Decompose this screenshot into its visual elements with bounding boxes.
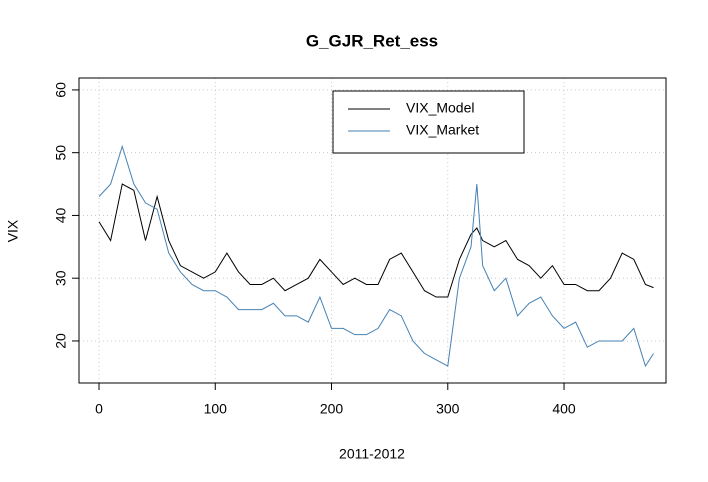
legend-label: VIX_Market <box>406 122 479 138</box>
x-tick-label: 400 <box>552 401 576 417</box>
series-line <box>98 183 654 298</box>
legend-box <box>332 90 525 154</box>
y-axis-label: VIX <box>5 219 21 242</box>
y-tick-label: 30 <box>53 270 69 286</box>
series-line <box>98 144 654 368</box>
plot-frame <box>78 77 667 384</box>
x-tick-label: 200 <box>320 401 344 417</box>
legend-label: VIX_Model <box>406 100 474 116</box>
x-axis-label: 2011-2012 <box>339 446 405 462</box>
x-tick-label: 100 <box>204 401 228 417</box>
y-tick-label: 60 <box>53 82 69 98</box>
x-tick-label: 0 <box>95 401 103 417</box>
chart-title: G_GJR_Ret_ess <box>306 31 438 50</box>
x-tick-label: 300 <box>436 401 460 417</box>
y-tick-label: 50 <box>53 145 69 161</box>
y-tick-label: 20 <box>53 333 69 349</box>
y-tick-label: 40 <box>53 207 69 223</box>
